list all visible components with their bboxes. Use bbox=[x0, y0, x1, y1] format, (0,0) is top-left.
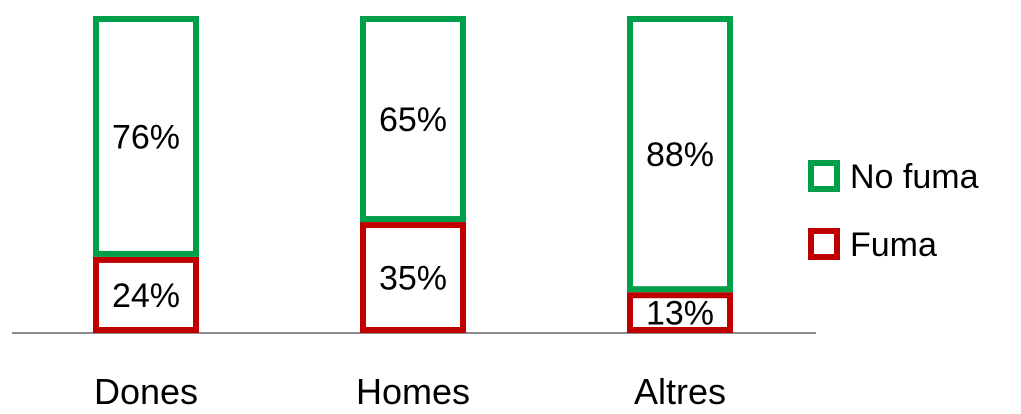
legend-swatch-fuma bbox=[808, 228, 840, 260]
segment-labels-group: 24% 76% 35% 65% 13% 88% bbox=[112, 101, 714, 333]
bar-altres-no-fuma bbox=[627, 16, 733, 293]
legend-label-fuma: Fuma bbox=[850, 226, 937, 264]
bar-dones-fuma bbox=[93, 256, 199, 334]
category-label-homes: Homes bbox=[356, 371, 470, 412]
data-label-altres-no-fuma: 88% bbox=[646, 136, 714, 174]
data-label-dones-no-fuma: 76% bbox=[112, 118, 180, 156]
bar-homes-fuma bbox=[360, 222, 466, 333]
bar-altres-fuma bbox=[627, 292, 733, 334]
bars-group bbox=[93, 16, 733, 334]
legend: No fuma Fuma bbox=[808, 158, 979, 264]
data-label-homes-fuma: 35% bbox=[379, 260, 447, 298]
data-label-altres-fuma: 13% bbox=[646, 295, 714, 333]
legend-swatch-no-fuma bbox=[808, 160, 840, 192]
bar-dones-no-fuma bbox=[93, 16, 199, 257]
category-label-altres: Altres bbox=[634, 371, 726, 412]
legend-label-no-fuma: No fuma bbox=[850, 158, 979, 196]
data-label-dones-fuma: 24% bbox=[112, 277, 180, 315]
category-label-dones: Dones bbox=[94, 371, 198, 412]
data-label-homes-no-fuma: 65% bbox=[379, 101, 447, 139]
category-labels-group: Dones Homes Altres bbox=[94, 371, 726, 412]
bar-homes-no-fuma bbox=[360, 16, 466, 223]
